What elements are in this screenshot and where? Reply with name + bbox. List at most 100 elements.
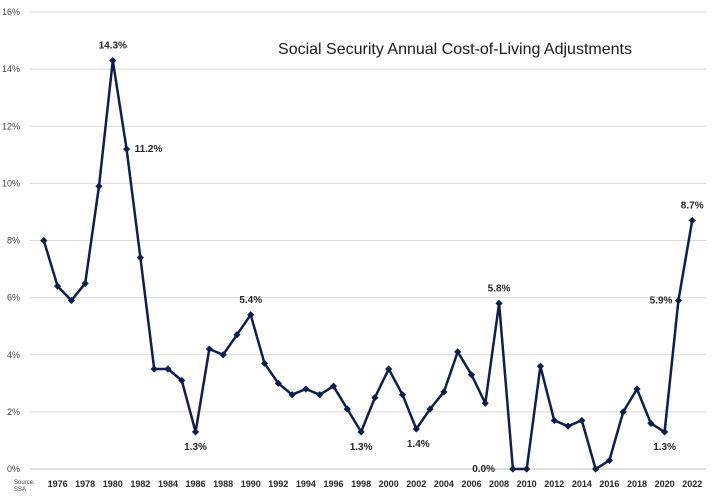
series-markers — [40, 56, 696, 473]
data-label-1986: 1.3% — [184, 442, 207, 453]
x-tick-label: 1986 — [186, 479, 206, 489]
data-point-2005 — [454, 348, 462, 356]
x-tick-label: 1980 — [103, 479, 123, 489]
data-point-2002 — [412, 425, 420, 433]
data-point-2001 — [398, 391, 407, 399]
series-line — [42, 59, 694, 471]
data-point-1984 — [164, 365, 172, 373]
y-tick-label: 14% — [2, 64, 20, 74]
data-label-1980: 14.3% — [99, 41, 127, 52]
data-point-2000 — [385, 365, 393, 373]
x-tick-label: 2004 — [434, 479, 454, 489]
data-label-2002: 1.4% — [407, 439, 430, 450]
data-point-1983 — [150, 365, 158, 373]
data-point-2007 — [481, 399, 489, 407]
x-tick-label: 2000 — [379, 479, 399, 489]
data-label-2008: 5.8% — [488, 283, 511, 294]
x-tick-label: 2016 — [599, 479, 619, 489]
data-point-1994 — [302, 385, 310, 393]
data-point-1979 — [95, 182, 103, 190]
x-tick-label: 2002 — [406, 479, 426, 489]
data-point-1978 — [81, 279, 89, 287]
source-note-line-1: Source: — [14, 480, 35, 486]
data-point-1982 — [136, 254, 144, 262]
data-point-2008 — [495, 299, 503, 307]
data-point-2011 — [536, 362, 545, 370]
x-tick-label: 1996 — [323, 479, 343, 489]
y-tick-label: 4% — [7, 350, 20, 360]
data-point-2010 — [523, 465, 531, 473]
data-label-1990: 5.4% — [239, 295, 262, 306]
x-tick-label: 2010 — [517, 479, 537, 489]
x-tick-label: 1982 — [130, 479, 150, 489]
data-labels: 14.3% 11.2% 1.3% 5.4% 1.3% 1.4% 5.8% 0.0% 1.3% 5.… — [99, 41, 704, 475]
data-point-1975 — [40, 236, 48, 245]
data-point-2020 — [661, 428, 669, 436]
data-point-1990 — [247, 311, 255, 319]
x-tick-label: 2006 — [461, 479, 481, 489]
gridlines — [30, 11, 706, 470]
y-tick-label: 12% — [2, 121, 20, 131]
x-tick-label: 2018 — [627, 479, 647, 489]
chart-title: Social Security Annual Cost-of-Living Ad… — [278, 41, 632, 58]
data-point-2016 — [605, 456, 614, 465]
data-point-1995 — [316, 391, 324, 399]
series-cola — [42, 59, 694, 471]
data-point-1998 — [357, 428, 365, 436]
data-point-1992 — [274, 379, 282, 387]
data-point-2018 — [633, 385, 641, 393]
data-point-1997 — [343, 405, 351, 413]
data-point-1980 — [109, 56, 117, 65]
data-point-1988 — [219, 351, 227, 359]
x-tick-label: 2014 — [572, 479, 592, 489]
data-point-1986 — [191, 428, 200, 436]
data-point-2013 — [564, 422, 572, 430]
x-tick-label: 1976 — [48, 479, 68, 489]
data-label-2021: 5.9% — [650, 295, 673, 306]
y-tick-label: 2% — [7, 407, 20, 417]
y-tick-label: 0% — [7, 464, 20, 474]
data-point-1989 — [233, 331, 241, 339]
data-point-2014 — [578, 416, 586, 425]
x-axis-ticks: 1976 1978 1980 1982 1984 1986 1988 1990 1992 1994… — [48, 479, 703, 489]
x-tick-label: 1984 — [158, 479, 178, 489]
data-point-1991 — [260, 359, 269, 367]
data-label-1981: 11.2% — [135, 144, 163, 155]
data-point-1981 — [122, 145, 131, 153]
x-tick-label: 2008 — [489, 479, 509, 489]
data-point-1985 — [178, 376, 186, 385]
data-point-1993 — [288, 391, 296, 399]
data-point-2003 — [426, 405, 434, 413]
x-tick-label: 1998 — [351, 479, 371, 489]
data-label-2008: 0.0% — [472, 464, 495, 475]
data-point-2006 — [467, 371, 476, 379]
data-label-2022: 8.7% — [681, 201, 704, 212]
data-label-2020: 1.3% — [653, 442, 676, 453]
data-point-1976 — [53, 282, 62, 290]
y-axis-ticks: 0% 2% 4% 6% 8% 10% 12% 14% 16% — [2, 7, 20, 474]
data-point-1999 — [371, 393, 379, 402]
x-tick-label: 1988 — [213, 479, 233, 489]
x-tick-label: 1978 — [75, 479, 95, 489]
y-tick-label: 10% — [2, 178, 20, 188]
data-point-2021 — [674, 296, 683, 305]
source-note-line-2: SSA — [14, 487, 26, 493]
y-tick-label: 8% — [7, 236, 20, 246]
x-tick-label: 2012 — [544, 479, 564, 489]
data-point-2004 — [440, 388, 448, 396]
data-point-1977 — [67, 296, 75, 305]
data-point-1987 — [205, 345, 213, 353]
y-tick-label: 16% — [2, 7, 20, 17]
data-point-2012 — [550, 416, 558, 425]
x-tick-label: 2020 — [655, 479, 675, 489]
data-label-1998: 1.3% — [350, 442, 373, 453]
x-tick-label: 1994 — [296, 479, 316, 489]
data-point-1996 — [329, 382, 338, 390]
data-point-2022 — [688, 216, 696, 225]
y-tick-label: 6% — [7, 293, 20, 303]
data-point-2009 — [509, 465, 517, 473]
x-tick-label: 1992 — [268, 479, 288, 489]
x-tick-label: 1990 — [241, 479, 261, 489]
